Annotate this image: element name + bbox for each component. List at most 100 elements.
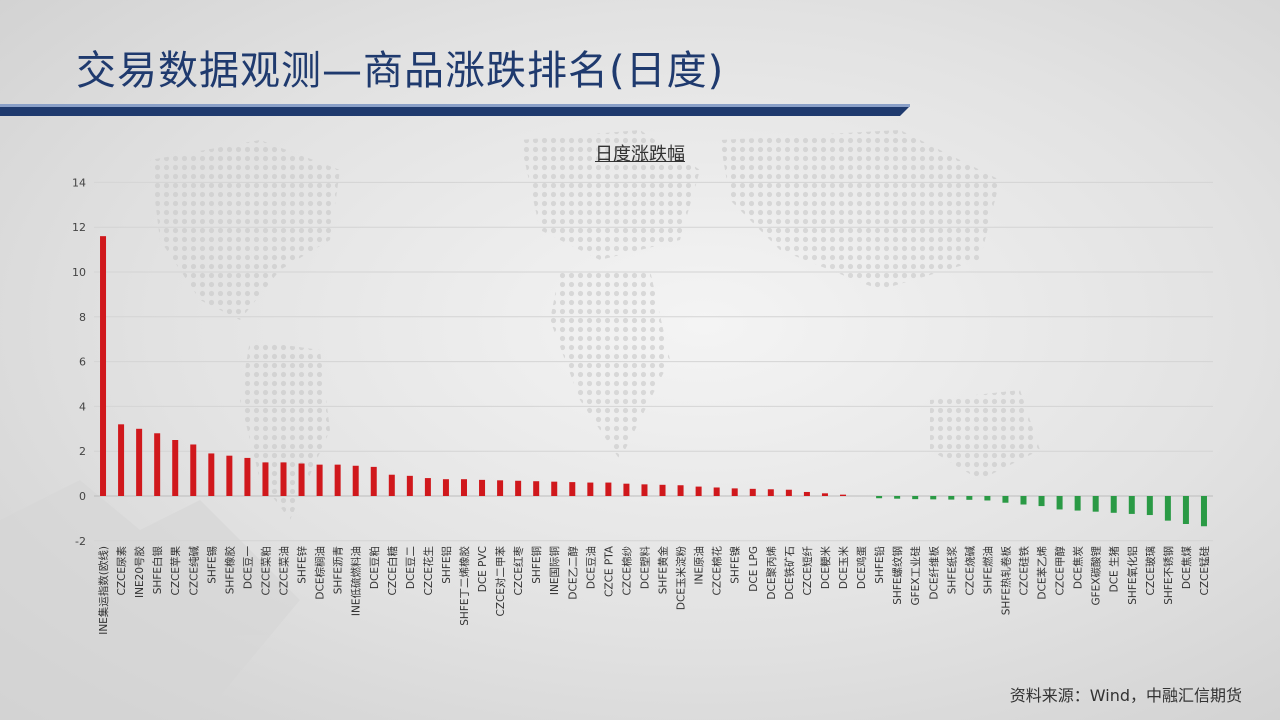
bar [1164, 496, 1171, 521]
x-tick-label: DCE 生猪 [1108, 546, 1121, 593]
bar [316, 464, 323, 496]
bar [100, 236, 107, 496]
bar [406, 475, 413, 496]
x-tick-label: DCE豆一 [242, 546, 254, 590]
x-tick-label: CZCE菜油 [278, 546, 291, 596]
y-tick-label: 8 [79, 311, 86, 324]
x-tick-label: GFEX碳酸锂 [1090, 546, 1103, 606]
bar [930, 496, 937, 500]
x-tick-label: DCE铁矿石 [783, 546, 796, 600]
x-tick-label: DCE LPG [748, 546, 760, 592]
bar [424, 478, 431, 496]
bar [118, 424, 125, 496]
bar [370, 466, 377, 496]
x-tick-label: CZCE锰硅 [1198, 546, 1211, 596]
x-tick-label: CZCE白糖 [386, 546, 399, 596]
y-tick-label: 6 [79, 356, 86, 369]
x-tick-label: DCE PVC [477, 546, 489, 592]
bar [533, 481, 540, 496]
bar [136, 428, 143, 496]
x-tick-label: SHFE锡 [205, 546, 218, 584]
x-tick-label: INE20号胶 [133, 546, 146, 598]
bar [262, 462, 269, 496]
x-tick-label: CZCE纯碱 [187, 546, 200, 596]
bar [948, 496, 955, 500]
bar [840, 494, 847, 496]
x-tick-label: SHFE锌 [296, 546, 309, 584]
y-tick-label: 4 [79, 400, 86, 413]
bar [1200, 496, 1207, 527]
bar [659, 484, 666, 496]
x-tick-label: SHFE螺纹钢 [891, 546, 904, 605]
x-tick-label: SHFE白银 [151, 546, 164, 595]
chart-title: 日度涨跌幅 [595, 144, 685, 165]
bar [190, 444, 197, 496]
x-tick-label: DCE聚丙烯 [765, 546, 778, 600]
x-tick-label: CZCE甲醇 [1054, 546, 1067, 596]
bar [984, 496, 991, 501]
bar [298, 463, 305, 496]
bar [785, 489, 792, 496]
x-tick-label: SHFE镍 [729, 546, 742, 584]
bar [388, 474, 395, 496]
y-tick-label: 10 [72, 266, 86, 279]
bar [677, 485, 684, 496]
bar [172, 440, 179, 496]
x-tick-label: SHFE纸浆 [945, 546, 958, 595]
bar [1020, 496, 1027, 505]
x-tick-label: INE集运指数(欧线) [97, 546, 110, 635]
bar [966, 496, 973, 500]
bar [334, 464, 341, 496]
bar [894, 496, 901, 499]
bar [569, 482, 576, 496]
x-tick-label: DCE玉米淀粉 [675, 546, 688, 611]
bar [1146, 496, 1153, 516]
bar [497, 480, 504, 496]
y-tick-label: 12 [72, 221, 86, 234]
bar [1074, 496, 1081, 511]
x-tick-label: CZCE玻璃 [1144, 546, 1157, 596]
bar [551, 481, 558, 496]
x-tick-label: CZCE苹果 [169, 546, 182, 596]
title-underline-bar [0, 104, 910, 116]
bar [1128, 496, 1135, 514]
bar [515, 480, 522, 496]
bar [876, 496, 883, 499]
x-tick-label: DCE苯乙烯 [1036, 546, 1049, 600]
bar [912, 496, 919, 500]
x-tick-label: SHFE铅 [873, 546, 886, 584]
bar [749, 488, 756, 496]
x-tick-label: SHFE铝 [440, 546, 453, 584]
x-tick-label: CZCE PTA [603, 545, 615, 597]
bar [623, 483, 630, 496]
x-tick-label: SHFE丁二烯橡胶 [458, 546, 471, 626]
x-tick-label: CZCE尿素 [115, 546, 128, 596]
x-tick-label: DCE鸡蛋 [855, 546, 868, 590]
bar [460, 479, 467, 496]
bar [605, 482, 612, 496]
bar [1002, 496, 1009, 503]
bar [226, 455, 233, 496]
x-tick-label: DCE豆二 [405, 546, 417, 589]
page-title: 交易数据观测—商品涨跌排名(日度) [76, 48, 725, 94]
x-tick-label: INE低硫燃料油 [350, 546, 363, 616]
x-tick-label: SHFE铜 [531, 546, 543, 584]
bar [1038, 496, 1045, 507]
bar [731, 488, 738, 496]
bar [442, 479, 449, 496]
x-tick-label: CZCE菜粕 [259, 546, 272, 596]
x-tick-label: CZCE烧碱 [963, 546, 976, 596]
bar [767, 489, 774, 496]
source-note: 资料来源：Wind，中融汇信期货 [1009, 686, 1242, 705]
x-tick-label: SHFE沥青 [332, 546, 345, 594]
x-tick-label: DCE焦煤 [1180, 546, 1193, 590]
bar [587, 482, 594, 496]
bar [803, 491, 810, 496]
bar [244, 457, 251, 496]
bar [479, 479, 486, 496]
bar [1182, 496, 1189, 524]
bar [1110, 496, 1117, 513]
bar [154, 433, 161, 496]
x-tick-label: DCE乙二醇 [566, 546, 579, 600]
x-tick-label: DCE豆油 [584, 546, 597, 589]
